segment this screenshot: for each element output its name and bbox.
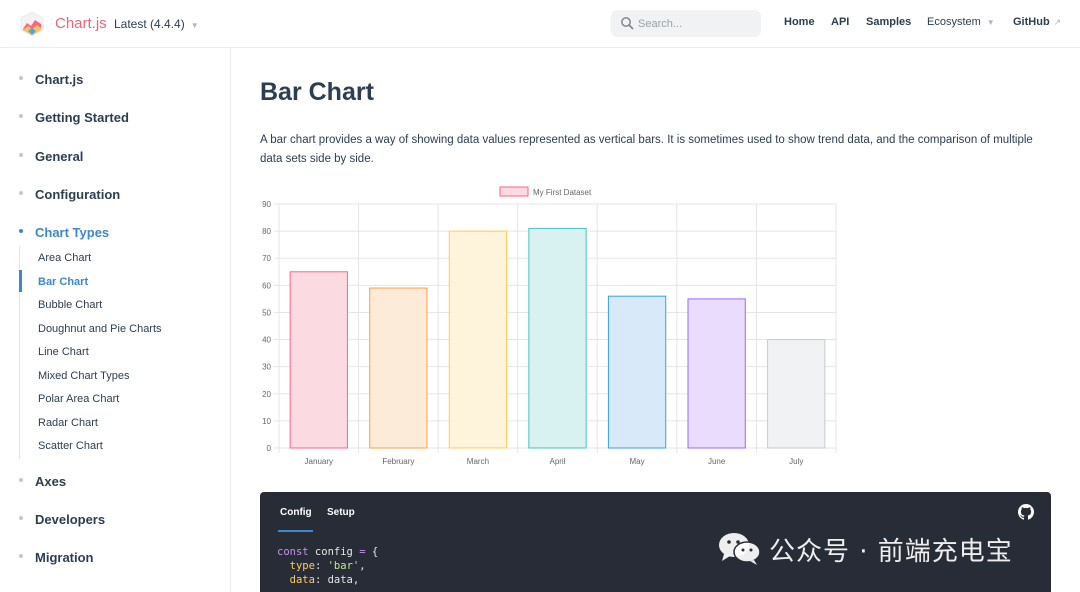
nav-ecosystem-label: Ecosystem xyxy=(927,16,981,28)
x-tick-label: January xyxy=(305,457,333,466)
y-tick-label: 0 xyxy=(267,444,272,453)
sidebar-item-label: Migration xyxy=(35,550,94,565)
bar-july[interactable] xyxy=(767,339,826,449)
external-link-icon: ↗ xyxy=(1053,17,1062,27)
sidebar-item-doughnut-pie[interactable]: Doughnut and Pie Charts xyxy=(38,323,162,335)
nav-home[interactable]: Home xyxy=(784,16,815,28)
brand-name[interactable]: Chart.js xyxy=(55,15,107,32)
bar-may[interactable] xyxy=(607,295,667,449)
y-tick-label: 60 xyxy=(262,281,271,290)
bullet-icon xyxy=(19,516,23,520)
nav-ecosystem[interactable]: Ecosystem ▼ xyxy=(927,16,995,28)
sidebar: Chart.js Getting Started General Configu… xyxy=(0,48,231,592)
version-label: Latest (4.4.4) xyxy=(114,17,185,31)
sidebar-item-label: Chart Types xyxy=(35,225,110,240)
sidebar-item-bar-chart[interactable]: Bar Chart xyxy=(38,276,89,288)
sidebar-item-area-chart[interactable]: Area Chart xyxy=(38,252,92,264)
sidebar-item-label: Developers xyxy=(35,512,106,527)
sidebar-item-label: General xyxy=(35,149,84,164)
x-tick-label: June xyxy=(708,457,726,466)
y-tick-label: 90 xyxy=(262,200,271,209)
wechat-icon xyxy=(719,533,761,565)
bar-january[interactable] xyxy=(289,271,348,449)
bar-june[interactable] xyxy=(687,298,746,449)
y-tick-label: 40 xyxy=(262,336,271,345)
version-selector[interactable]: Latest (4.4.4) ▼ xyxy=(114,17,199,31)
sidebar-item-mixed-chart[interactable]: Mixed Chart Types xyxy=(38,370,130,382)
y-tick-label: 50 xyxy=(262,308,271,317)
sidebar-item-migration[interactable]: Migration xyxy=(0,548,231,568)
bullet-icon xyxy=(19,114,23,118)
bullet-icon xyxy=(19,478,23,482)
top-navbar: Chart.js Latest (4.4.4) ▼ Home API Sample… xyxy=(0,0,1080,48)
code-line: const config = { xyxy=(277,546,379,558)
y-tick-label: 10 xyxy=(262,417,271,426)
github-icon[interactable] xyxy=(1018,504,1034,520)
chartjs-logo-icon[interactable] xyxy=(19,11,45,37)
page-title: Bar Chart xyxy=(260,78,374,106)
sidebar-item-label: Getting Started xyxy=(35,110,129,125)
x-axis: January February March April May June July xyxy=(305,457,804,466)
chevron-down-icon: ▼ xyxy=(986,18,995,27)
sidebar-item-general[interactable]: General xyxy=(0,147,231,167)
sidebar-item-scatter-chart[interactable]: Scatter Chart xyxy=(38,440,103,452)
x-tick-label: May xyxy=(630,457,645,466)
bullet-icon xyxy=(19,229,23,233)
active-tab-indicator xyxy=(278,530,313,532)
search-input[interactable] xyxy=(638,14,753,33)
sidebar-item-bubble-chart[interactable]: Bubble Chart xyxy=(38,299,103,311)
code-line: data: data, xyxy=(289,574,360,586)
bar-february[interactable] xyxy=(369,287,428,449)
bar-march[interactable] xyxy=(448,230,508,449)
chevron-down-icon: ▼ xyxy=(190,21,199,30)
sidebar-item-getting-started[interactable]: Getting Started xyxy=(0,108,231,128)
nav-github-label: GitHub xyxy=(1013,16,1050,28)
y-tick-label: 70 xyxy=(262,254,271,263)
nav-github[interactable]: GitHub ↗ xyxy=(1013,16,1061,28)
chart-legend[interactable]: My First Dataset xyxy=(499,186,592,197)
sidebar-item-label: Chart.js xyxy=(35,72,84,87)
x-tick-label: February xyxy=(382,457,414,466)
active-indicator xyxy=(19,270,22,292)
sidebar-item-radar-chart[interactable]: Radar Chart xyxy=(38,417,98,429)
bullet-icon xyxy=(19,153,23,157)
sidebar-item-chartjs[interactable]: Chart.js xyxy=(0,70,231,90)
nav-api[interactable]: API xyxy=(831,16,850,28)
sidebar-item-configuration[interactable]: Configuration xyxy=(0,185,231,205)
x-tick-label: March xyxy=(467,457,489,466)
bullet-icon xyxy=(19,191,23,195)
bullet-icon xyxy=(19,554,23,558)
sidebar-item-line-chart[interactable]: Line Chart xyxy=(38,346,89,358)
page-description: A bar chart provides a way of showing da… xyxy=(260,134,1033,165)
tab-setup[interactable]: Setup xyxy=(327,507,355,518)
sidebar-item-polar-area[interactable]: Polar Area Chart xyxy=(38,393,120,405)
sidebar-item-label: Axes xyxy=(35,474,67,489)
x-tick-label: April xyxy=(549,457,565,466)
code-block: const config = { type: 'bar', data: data… xyxy=(277,545,378,587)
x-tick-label: July xyxy=(789,457,803,466)
search-box[interactable] xyxy=(611,10,761,37)
watermark-text: 公众号 · 前端充电宝 xyxy=(769,537,1013,567)
chart-types-submenu: Area Chart Bar Chart Bubble Chart Doughn… xyxy=(19,246,219,459)
nav-samples[interactable]: Samples xyxy=(866,16,912,28)
legend-label: My First Dataset xyxy=(533,188,592,197)
tab-config[interactable]: Config xyxy=(280,507,312,518)
sidebar-item-developers[interactable]: Developers xyxy=(0,510,231,530)
search-icon xyxy=(621,17,634,30)
y-tick-label: 20 xyxy=(262,390,271,399)
chart-bars xyxy=(289,227,826,449)
y-axis: 0 10 20 30 40 50 60 70 80 90 xyxy=(262,200,271,453)
legend-swatch xyxy=(499,186,529,197)
code-line: type: 'bar', xyxy=(289,560,366,572)
sidebar-item-axes[interactable]: Axes xyxy=(0,472,231,492)
sidebar-item-label: Configuration xyxy=(35,187,121,202)
bar-chart[interactable]: 0 10 20 30 40 50 60 70 80 90 January February March… xyxy=(255,183,845,473)
y-tick-label: 30 xyxy=(262,363,271,372)
y-tick-label: 80 xyxy=(262,227,271,236)
bullet-icon xyxy=(19,76,23,80)
bar-april[interactable] xyxy=(528,227,587,449)
code-panel: Config Setup xyxy=(260,492,1051,592)
sidebar-item-chart-types[interactable]: Chart Types xyxy=(0,223,231,243)
